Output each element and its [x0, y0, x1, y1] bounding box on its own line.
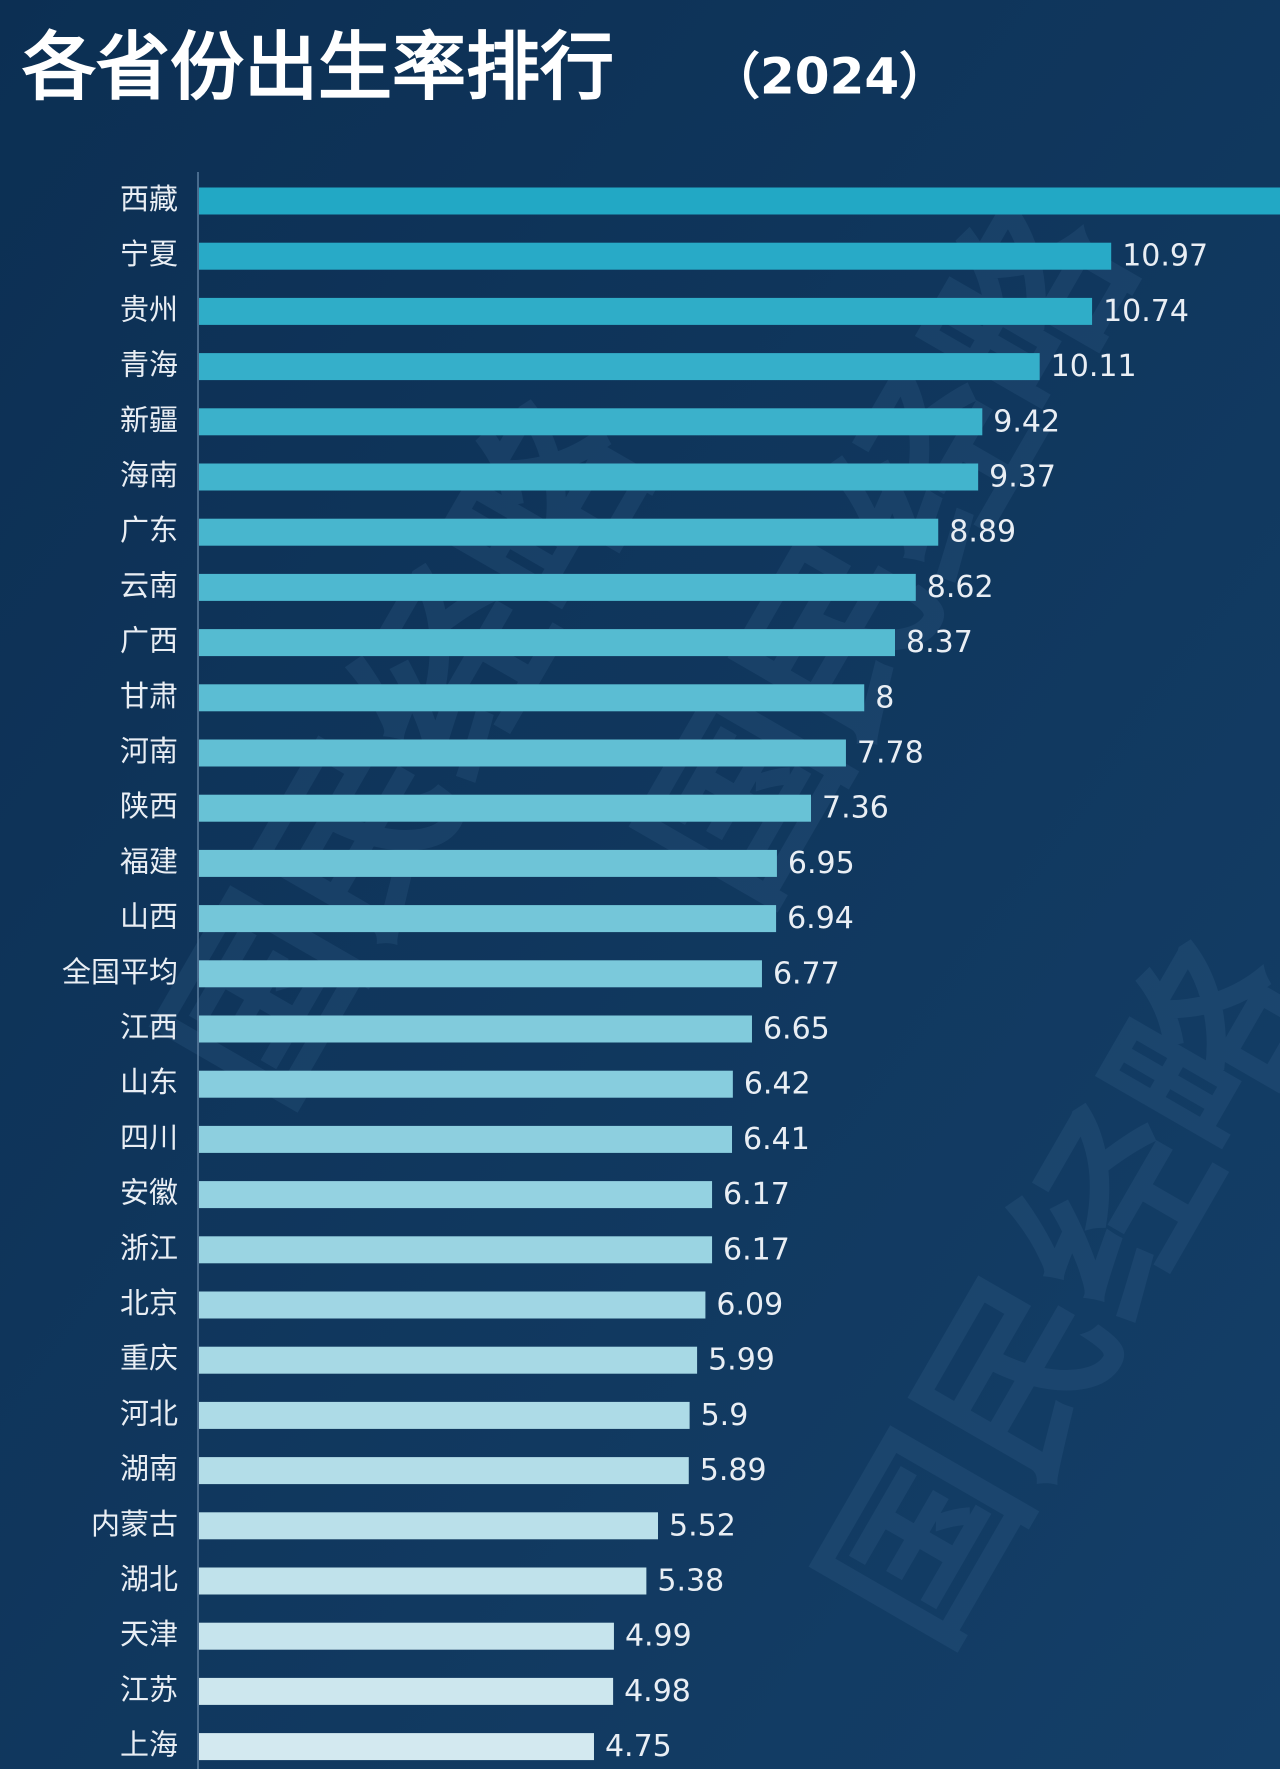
value-label: 10.11 [1051, 349, 1137, 384]
value-label: 9.37 [989, 460, 1056, 495]
bar [199, 187, 1280, 215]
value-label: 6.95 [788, 846, 855, 881]
value-label: 5.89 [700, 1453, 767, 1488]
category-label: 浙江 [120, 1231, 178, 1265]
value-label: 5.9 [701, 1398, 749, 1433]
category-label: 湖南 [120, 1452, 178, 1486]
bar [199, 960, 762, 988]
value-label: 6.17 [723, 1177, 790, 1212]
bar [199, 1236, 713, 1264]
bar [199, 1291, 706, 1319]
value-label: 5.38 [657, 1564, 724, 1599]
category-label: 安徽 [120, 1176, 178, 1210]
bar [199, 408, 983, 436]
value-label: 5.99 [708, 1343, 775, 1378]
value-label: 6.94 [787, 901, 854, 936]
value-label: 6.65 [763, 1012, 830, 1047]
value-label: 8 [875, 680, 894, 715]
value-label: 7.36 [822, 791, 889, 826]
bar [199, 739, 846, 767]
bar [199, 1181, 713, 1209]
value-label: 6.09 [716, 1288, 783, 1323]
category-label: 陕西 [120, 789, 178, 823]
bar [199, 1567, 647, 1595]
category-label: 广东 [120, 513, 178, 547]
category-label: 福建 [120, 844, 178, 878]
value-label: 6.77 [773, 956, 840, 991]
category-label: 内蒙古 [91, 1507, 178, 1541]
category-label: 天津 [120, 1617, 178, 1651]
value-label: 10.97 [1122, 239, 1208, 274]
category-label: 全国平均 [62, 955, 178, 989]
value-label: 6.41 [743, 1122, 810, 1157]
bar [199, 1622, 614, 1650]
value-label: 9.42 [993, 404, 1060, 439]
category-label: 贵州 [120, 292, 178, 326]
value-label: 8.89 [949, 515, 1016, 550]
category-label: 河南 [120, 734, 178, 768]
bar [199, 1125, 733, 1153]
category-label: 山西 [120, 900, 178, 934]
value-label: 4.98 [624, 1674, 691, 1709]
bar [199, 297, 1093, 325]
bar [199, 1677, 614, 1705]
bar [199, 1346, 698, 1374]
category-label: 青海 [120, 348, 178, 382]
category-label: 北京 [120, 1286, 178, 1320]
category-label: 新疆 [120, 403, 178, 437]
category-label: 江西 [120, 1010, 178, 1044]
value-label: 4.99 [625, 1619, 692, 1654]
chart-title: 各省份出生率排行 [22, 25, 614, 111]
category-label: 西藏 [120, 182, 178, 216]
value-label: 10.74 [1103, 294, 1189, 329]
bar [199, 1015, 752, 1043]
category-label: 四川 [120, 1120, 178, 1154]
category-label: 宁夏 [120, 237, 178, 271]
value-label: 8.62 [927, 570, 994, 605]
category-label: 云南 [120, 568, 178, 602]
value-label: 7.78 [857, 736, 924, 771]
bar [199, 518, 939, 546]
category-label: 河北 [120, 1396, 178, 1430]
value-label: 4.75 [605, 1729, 672, 1764]
bar [199, 684, 865, 712]
bar [199, 353, 1040, 381]
chart-title-year: （2024） [710, 48, 949, 106]
category-label: 上海 [120, 1728, 178, 1762]
bar [199, 629, 895, 657]
bar [199, 1512, 659, 1540]
bar [199, 1070, 733, 1098]
category-label: 江苏 [120, 1672, 178, 1706]
bar [199, 1733, 594, 1761]
category-label: 海南 [120, 458, 178, 492]
bar [199, 1401, 690, 1429]
category-label: 山东 [120, 1065, 178, 1099]
bar [199, 1457, 689, 1485]
bar [199, 905, 777, 933]
category-label: 重庆 [120, 1341, 178, 1375]
category-label: 湖北 [120, 1562, 178, 1596]
bar [199, 849, 777, 877]
value-label: 8.37 [906, 625, 973, 660]
bar [199, 463, 979, 491]
value-label: 5.52 [669, 1508, 736, 1543]
value-label: 6.17 [723, 1232, 790, 1267]
bar [199, 573, 916, 601]
category-label: 广西 [120, 624, 178, 658]
category-label: 甘肃 [120, 679, 178, 713]
bar [199, 242, 1112, 270]
value-label: 6.42 [744, 1067, 811, 1102]
bar [199, 794, 812, 822]
